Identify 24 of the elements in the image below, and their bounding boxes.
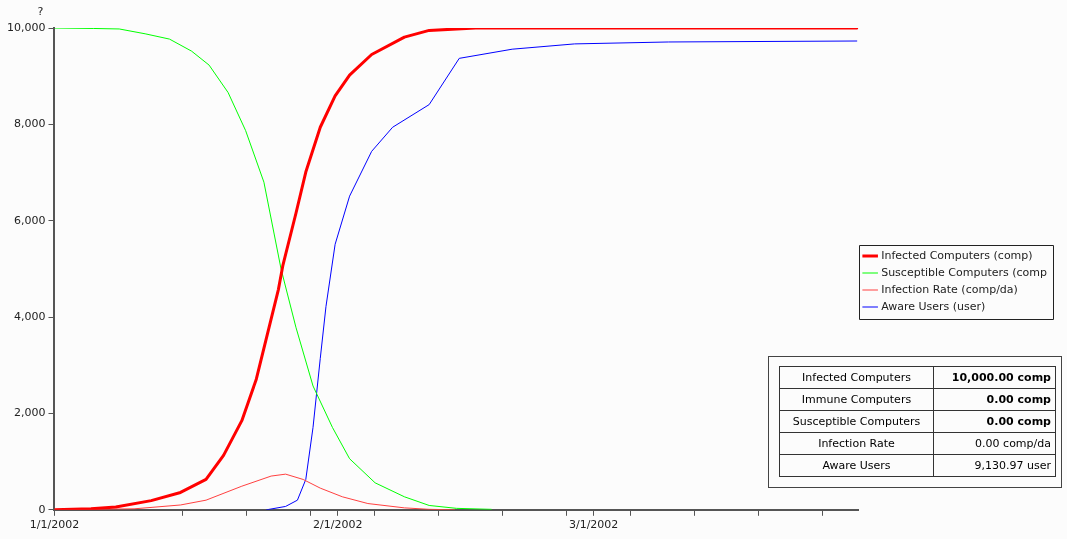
y-tick-label: 4,000 (13, 309, 46, 323)
text: 9,130.97 user (974, 459, 1051, 472)
legend-label: Susceptible Computers (comp (881, 265, 1048, 279)
x-tick-label: 1/1/2002 (29, 518, 80, 532)
y-tick-label: 2,000 (13, 406, 46, 420)
annotation: Infected Computers (779, 366, 934, 389)
annotation: Infection Rate (779, 432, 934, 455)
y-tick-label: 8,000 (13, 117, 46, 131)
x-tick-label: 2/1/2002 (313, 518, 363, 532)
legend-label: Infected Computers (comp) (881, 248, 1033, 262)
x-tick-label: 3/1/2002 (568, 518, 619, 532)
text: 0.00 comp (986, 415, 1051, 428)
y-tick-label: 6,000 (13, 213, 46, 227)
text: 0.00 comp (986, 393, 1051, 406)
annotation: Immune Computers (779, 388, 934, 411)
text: 10,000.00 comp (951, 371, 1051, 384)
y-tick-label: 10,000 (6, 20, 46, 34)
legend-label: Aware Users (user) (881, 299, 986, 313)
y-tick-label: 0 (38, 502, 46, 516)
text: 0.00 comp/da (975, 437, 1051, 450)
annotation: Susceptible Computers (779, 410, 934, 433)
annotation: Aware Users (779, 454, 934, 477)
legend-label: Infection Rate (comp/da) (881, 282, 1018, 296)
y-axis-title: ? (37, 5, 44, 19)
